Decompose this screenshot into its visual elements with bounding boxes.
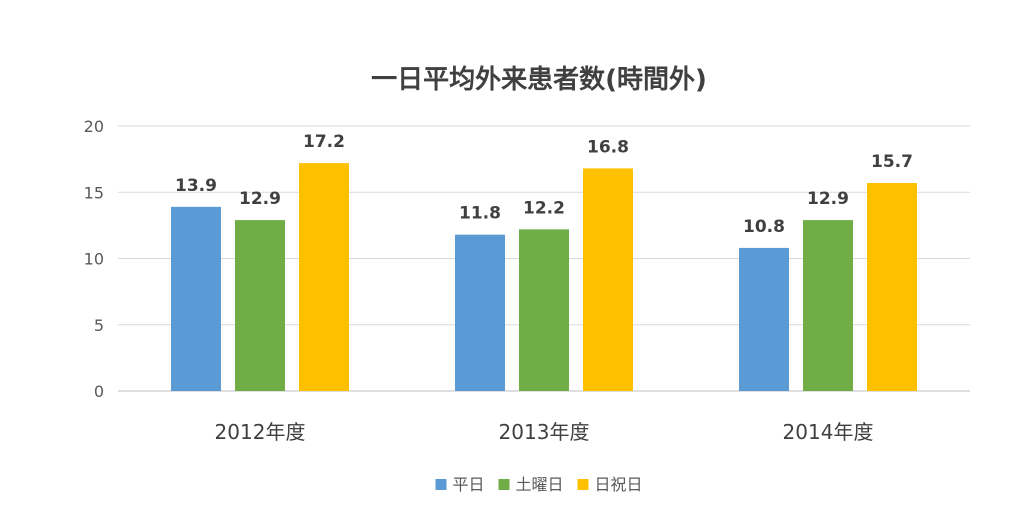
- data-label: 16.8: [587, 137, 629, 157]
- x-category-label: 2012年度: [215, 420, 306, 444]
- bar-2-3: [803, 220, 853, 391]
- data-label: 13.9: [175, 176, 217, 196]
- y-tick-label: 10: [84, 250, 104, 269]
- y-tick-label: 5: [94, 316, 104, 335]
- legend-swatch: [435, 479, 447, 490]
- bar-1-1: [171, 206, 221, 391]
- y-tick-label: 0: [94, 382, 104, 401]
- data-label: 11.8: [459, 204, 501, 224]
- bar-3-1: [299, 163, 349, 391]
- legend-label: 日祝日: [595, 475, 643, 494]
- chart-title: 一日平均外来患者数(時間外): [371, 65, 707, 95]
- x-axis-categories: 2012年度 2013年度 2014年度: [215, 420, 874, 444]
- x-category-label: 2013年度: [499, 420, 590, 444]
- data-labels: 13.9 12.9 17.2 11.8 12.2 16.8 10.8 12.9 15.7: [175, 132, 913, 237]
- y-tick-label: 15: [84, 183, 104, 202]
- data-label: 15.7: [871, 152, 913, 172]
- bar-2-2: [519, 229, 569, 391]
- data-label: 10.8: [743, 217, 785, 237]
- x-category-label: 2014年度: [783, 420, 874, 444]
- data-label: 12.9: [807, 189, 849, 209]
- data-label: 12.9: [239, 189, 281, 209]
- bars: [171, 163, 917, 391]
- bar-1-2: [455, 234, 505, 391]
- y-axis-ticks: 0 5 10 15 20: [84, 117, 104, 401]
- legend-swatch: [498, 479, 510, 490]
- data-label: 12.2: [523, 198, 565, 218]
- bar-3-3: [867, 182, 917, 391]
- legend-label: 土曜日: [516, 475, 564, 494]
- legend: 平日 土曜日 日祝日: [435, 475, 643, 494]
- legend-swatch: [577, 479, 589, 490]
- y-tick-label: 20: [84, 117, 104, 136]
- data-label: 17.2: [303, 132, 345, 152]
- legend-label: 平日: [453, 475, 485, 494]
- bar-2-1: [235, 220, 285, 391]
- bar-1-3: [739, 247, 789, 391]
- bar-3-2: [583, 168, 633, 391]
